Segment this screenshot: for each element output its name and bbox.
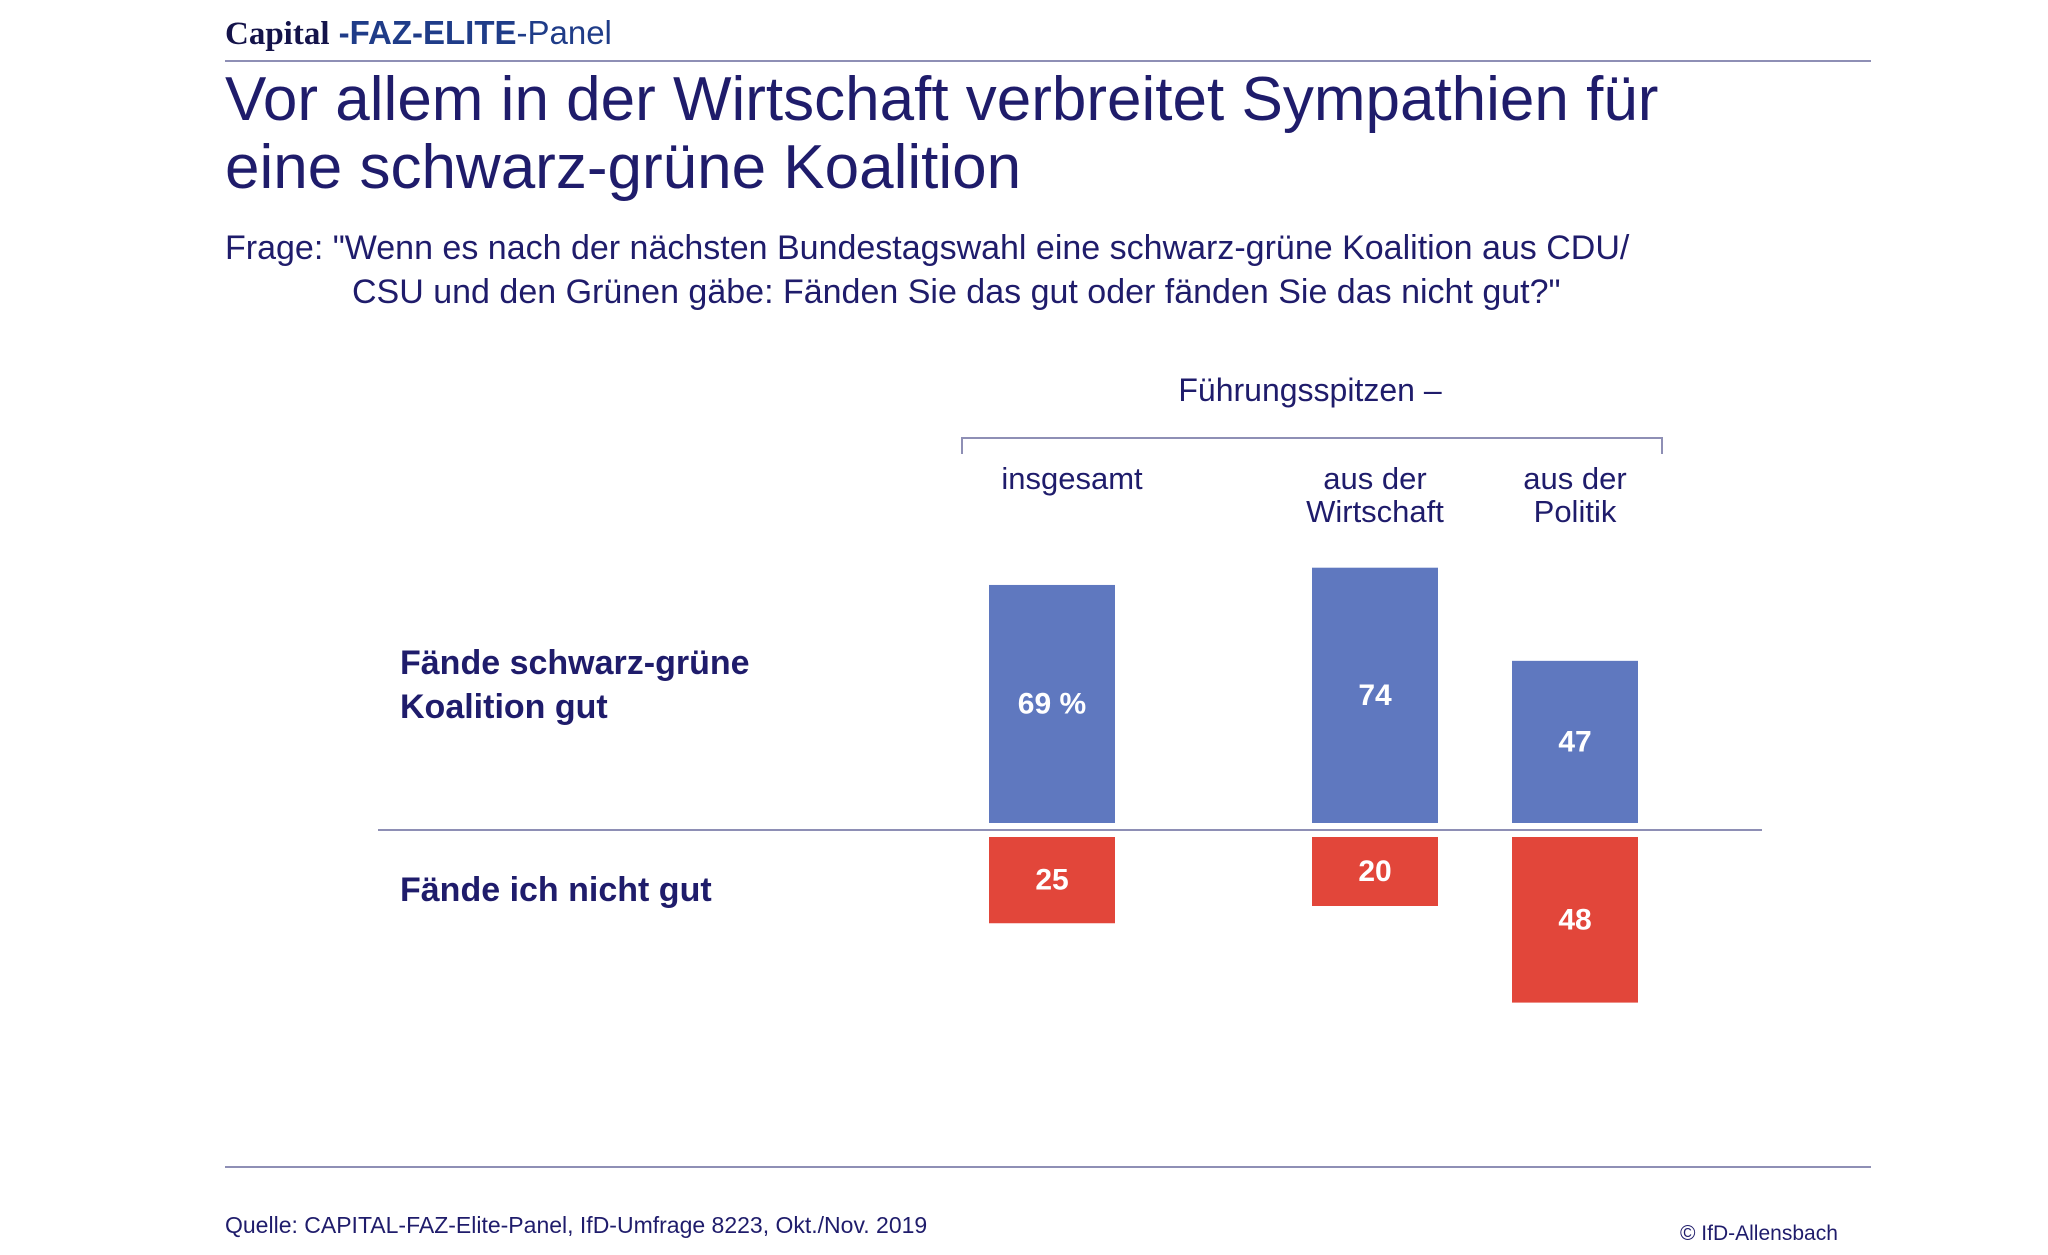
copyright-note: © IfD-Allensbach	[1680, 1222, 1838, 1245]
value-label-negative-insgesamt: 25	[1035, 864, 1068, 897]
value-label-negative-politik: 48	[1558, 903, 1591, 936]
row-label-line: Fände ich nicht gut	[400, 871, 712, 909]
brand-faz-elite: -FAZ-ELITE	[329, 14, 517, 51]
bottom-rule	[225, 1166, 1871, 1168]
bars-group: 69 % 74 47 25 20 48	[989, 567, 1638, 1003]
value-label-positive-insgesamt: 69 %	[1018, 687, 1086, 720]
column-header-line: Wirtschaft	[1306, 494, 1444, 529]
value-label-positive-wirtschaft: 74	[1358, 679, 1392, 712]
brand-capital: Capital	[225, 16, 330, 52]
value-label-negative-wirtschaft: 20	[1358, 855, 1391, 888]
bar-positive-wirtschaft	[1312, 567, 1438, 823]
row-label-line: Fände schwarz-grüne	[400, 644, 750, 682]
chart-title: Vor allem in der Wirtschaft verbreitet S…	[225, 66, 1658, 202]
column-header-line: insgesamt	[1001, 461, 1143, 496]
question-line-1: Frage: "Wenn es nach der nächsten Bundes…	[225, 229, 1630, 267]
row-label-negative: Fände ich nicht gut	[400, 868, 712, 912]
group-bracket	[961, 437, 1663, 454]
column-header-wirtschaft: aus der Wirtschaft	[1255, 462, 1495, 528]
group-label: Führungsspitzen –	[1178, 372, 1442, 408]
source-note: Quelle: CAPITAL-FAZ-Elite-Panel, IfD-Umf…	[225, 1212, 928, 1238]
top-rule	[225, 60, 1871, 62]
title-line-1: Vor allem in der Wirtschaft verbreitet S…	[225, 65, 1659, 134]
row-label-line: Koalition gut	[400, 688, 608, 726]
column-header-line: aus der	[1523, 461, 1627, 496]
row-label-positive: Fände schwarz-grüne Koalition gut	[400, 641, 750, 729]
bar-positive-politik	[1512, 660, 1638, 823]
column-header-line: Politik	[1533, 494, 1617, 529]
value-label-positive-politik: 47	[1558, 725, 1591, 758]
question-line-2: CSU und den Grünen gäbe: Fänden Sie das …	[352, 273, 1561, 311]
column-header-politik: aus der Politik	[1455, 462, 1695, 528]
bar-negative-insgesamt	[989, 837, 1115, 924]
bar-negative-politik	[1512, 837, 1638, 1003]
brand-logo: Capital -FAZ-ELITE-Panel	[225, 14, 612, 53]
brand-panel: -Panel	[516, 14, 612, 51]
column-header-line: aus der	[1323, 461, 1427, 496]
bar-negative-wirtschaft	[1312, 837, 1438, 906]
bar-positive-insgesamt	[989, 584, 1115, 823]
title-line-2: eine schwarz-grüne Koalition	[225, 133, 1022, 202]
column-header-insgesamt: insgesamt	[952, 462, 1192, 495]
